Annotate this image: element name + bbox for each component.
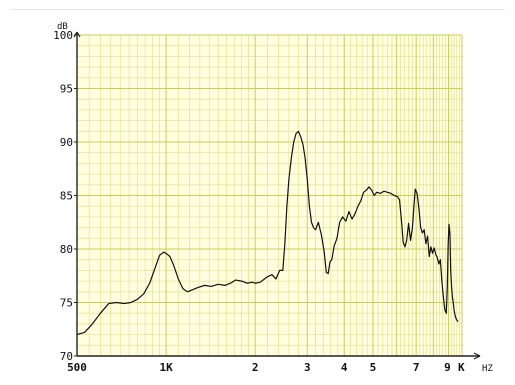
y-tick-label: 90 xyxy=(60,136,73,149)
x-tick-label: K xyxy=(458,361,465,374)
frame-top-line xyxy=(10,9,505,10)
x-tick-label: 5 xyxy=(370,361,377,374)
x-tick-label: 500 xyxy=(67,361,87,374)
x-unit-label: HZ xyxy=(482,364,493,374)
x-tick-label: 9 xyxy=(444,361,451,374)
x-tick-label: 7 xyxy=(413,361,420,374)
x-tick-label: 1K xyxy=(159,361,173,374)
y-tick-label: 70 xyxy=(60,350,73,363)
x-tick-labels: 500 1K 2 3 4 5 7 9 K xyxy=(67,361,465,374)
y-unit-label: dB xyxy=(57,22,68,32)
y-tick-label: 80 xyxy=(60,243,73,256)
response-curve xyxy=(76,130,459,336)
curve-layer xyxy=(76,130,459,336)
y-tick-labels: 100 95 90 85 80 75 70 xyxy=(53,29,77,363)
x-tick-label: 3 xyxy=(304,361,311,374)
x-axis-arrow xyxy=(473,352,481,360)
y-tick-label: 75 xyxy=(60,297,73,310)
y-tick-label: 100 xyxy=(53,29,73,42)
major-grid xyxy=(76,34,463,357)
x-tick-label: 4 xyxy=(341,361,348,374)
y-tick-label: 85 xyxy=(60,190,73,203)
y-tick-label: 95 xyxy=(60,83,73,96)
x-tick-label: 2 xyxy=(252,361,259,374)
